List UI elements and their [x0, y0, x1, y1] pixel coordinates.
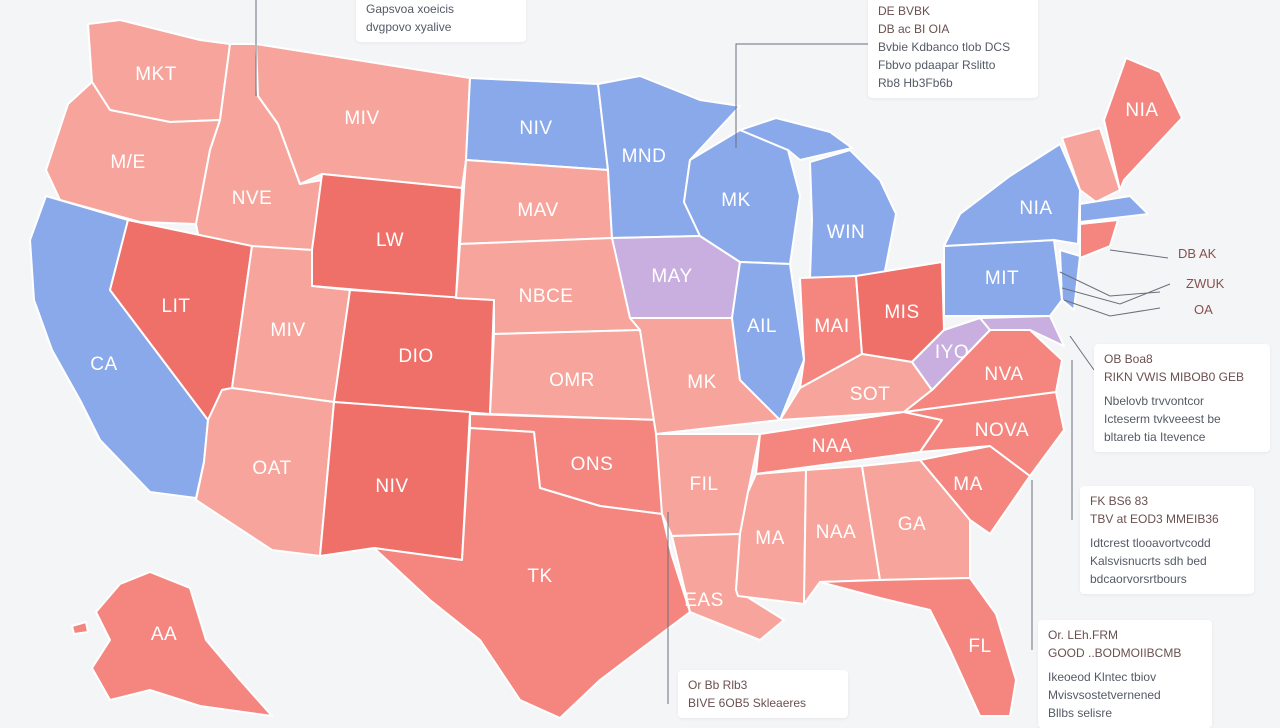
- state-label: IYO: [935, 342, 969, 363]
- state-label: MK: [721, 190, 751, 211]
- state-sc[interactable]: [919, 445, 1031, 535]
- state-ak[interactable]: [91, 571, 273, 717]
- state-label: MAV: [517, 200, 558, 221]
- state-tx[interactable]: [373, 427, 691, 719]
- state-label: MND: [622, 146, 667, 167]
- callout-line: TBV at EOD3 MMEIB36: [1090, 512, 1219, 526]
- state-label: MIS: [884, 302, 919, 323]
- state-ct-ri[interactable]: [1079, 219, 1119, 259]
- callout-line: BIVE 6OB5 Skleaeres: [688, 696, 807, 710]
- state-ak-island: [71, 621, 89, 635]
- callout-line: Or. LEh.FRM: [1048, 628, 1119, 642]
- state-label: MIT: [985, 268, 1019, 289]
- state-label: EAS: [684, 590, 724, 611]
- state-me[interactable]: [1103, 57, 1183, 191]
- callout-line: Idtcrest tlooavortvcodd: [1090, 536, 1211, 550]
- state-label: MAY: [651, 266, 692, 287]
- leader-line: [1059, 271, 1161, 297]
- state-label: LW: [376, 230, 404, 251]
- state-label: WIN: [827, 222, 865, 243]
- state-label: TK: [527, 566, 552, 587]
- state-label: DIO: [398, 346, 433, 367]
- callout-line: DB ac BI OIA: [878, 22, 950, 36]
- state-label: MK: [687, 372, 717, 393]
- leader-line: [1063, 299, 1161, 317]
- leader-line: [735, 43, 868, 148]
- callout-line: Mvisvsostetvernened: [1048, 688, 1161, 702]
- callout-line: GOOD ..BODMOIIBCMB: [1048, 646, 1182, 660]
- leader-line: [1061, 283, 1171, 305]
- state-mi[interactable]: [809, 149, 897, 279]
- state-label: MAI: [814, 316, 849, 337]
- state-nc[interactable]: [903, 391, 1065, 477]
- state-label: AA: [151, 624, 177, 645]
- state-nj[interactable]: [1059, 249, 1081, 311]
- callout-box: FK BS6 83 TBV at EOD3 MMEIB36 Idtcrest t…: [1080, 486, 1254, 594]
- state-label: SOT: [850, 384, 891, 405]
- callout-line: Kalsvisnucrts sdh bed: [1090, 554, 1207, 568]
- small-label: ZWUK: [1186, 276, 1225, 291]
- callout-line: dvgpovo xyalive: [366, 20, 452, 34]
- callout-line: Bllbs selisre: [1048, 706, 1113, 720]
- callout-line: RIKN VWIS MIBOB0 GEB: [1104, 370, 1245, 384]
- state-label: NVE: [232, 188, 273, 209]
- state-label: NIV: [519, 118, 552, 139]
- state-label: ONS: [571, 454, 614, 475]
- callout-line: Icteserm tvkveeest be: [1104, 412, 1221, 426]
- callout-line: Rb8 Hb3Fb6b: [878, 76, 953, 90]
- state-md-de[interactable]: [979, 315, 1065, 347]
- state-label: NIA: [1125, 100, 1158, 121]
- state-label: GA: [898, 514, 926, 535]
- state-label: MIV: [344, 108, 379, 129]
- state-ga[interactable]: [861, 459, 971, 581]
- state-label: NIV: [375, 476, 408, 497]
- state-label: MKT: [135, 64, 177, 85]
- callout-line: Ikeoeod Klntec tbiov: [1048, 670, 1157, 684]
- state-label: M/E: [110, 152, 145, 173]
- callout-box: DE BVBK DB ac BI OIA Bvbie Kdbanco tlob …: [868, 0, 1038, 98]
- state-label: NVA: [984, 364, 1023, 385]
- state-label: MA: [953, 474, 983, 495]
- leader-line: [1069, 335, 1095, 371]
- leader-line: [1109, 249, 1169, 259]
- small-label: OA: [1194, 302, 1213, 317]
- state-label: OMR: [549, 370, 595, 391]
- callout-line: OB Boa8: [1104, 352, 1153, 366]
- callout-line: Nbelovb trvvontcor: [1104, 394, 1205, 408]
- callout-line: bltareb tia Itevence: [1104, 430, 1206, 444]
- state-mi-up[interactable]: [739, 117, 853, 161]
- state-fl[interactable]: [819, 577, 1017, 717]
- state-label: FL: [968, 636, 991, 657]
- callout-box: Gapsvoa xoeicis dvgpovo xyalive: [356, 0, 526, 42]
- state-label: LIT: [162, 296, 191, 317]
- callout-box: Or. LEh.FRM GOOD ..BODMOIIBCMB Ikeoeod K…: [1038, 620, 1212, 728]
- state-label: AIL: [747, 316, 777, 337]
- state-vt-nh[interactable]: [1061, 127, 1121, 203]
- state-label: NAA: [812, 436, 853, 457]
- callout-line: Fbbvo pdaapar Rslitto: [878, 58, 996, 72]
- callout-line: Bvbie Kdbanco tlob DCS: [878, 40, 1011, 54]
- small-label: DB AK: [1178, 246, 1217, 261]
- state-label: MA: [755, 528, 785, 549]
- state-label: CA: [90, 354, 117, 375]
- callout-box: OB Boa8 RIKN VWIS MIBOB0 GEB Nbelovb trv…: [1094, 344, 1270, 452]
- state-label: FIL: [690, 474, 719, 495]
- state-label: NBCE: [519, 286, 574, 307]
- callout-line: Or Bb Rlb3: [688, 678, 748, 692]
- state-ma[interactable]: [1079, 195, 1149, 223]
- state-label: NIA: [1019, 198, 1052, 219]
- callout-line: bdcaorvorsrtbours: [1090, 572, 1187, 586]
- callout-line: FK BS6 83: [1090, 494, 1149, 508]
- callout-line: DE BVBK: [878, 4, 931, 18]
- state-label: OAT: [252, 458, 291, 479]
- state-label: NAA: [816, 522, 857, 543]
- state-ny[interactable]: [943, 143, 1081, 247]
- state-label: NOVA: [975, 420, 1029, 441]
- callout-line: Gapsvoa xoeicis: [366, 2, 455, 16]
- state-label: MIV: [270, 320, 305, 341]
- callout-box: Or Bb Rlb3 BIVE 6OB5 Skleaeres: [678, 670, 848, 718]
